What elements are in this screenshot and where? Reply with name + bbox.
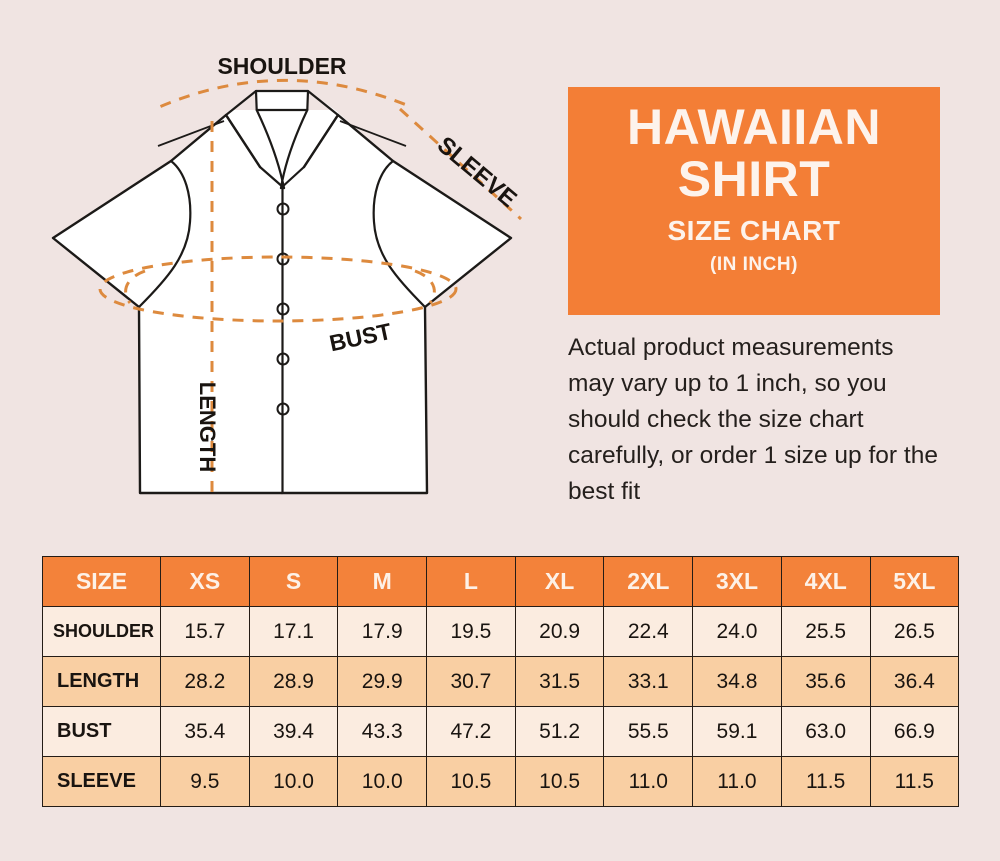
svg-text:LENGTH: LENGTH — [195, 382, 220, 472]
svg-text:SHOULDER: SHOULDER — [217, 53, 346, 79]
